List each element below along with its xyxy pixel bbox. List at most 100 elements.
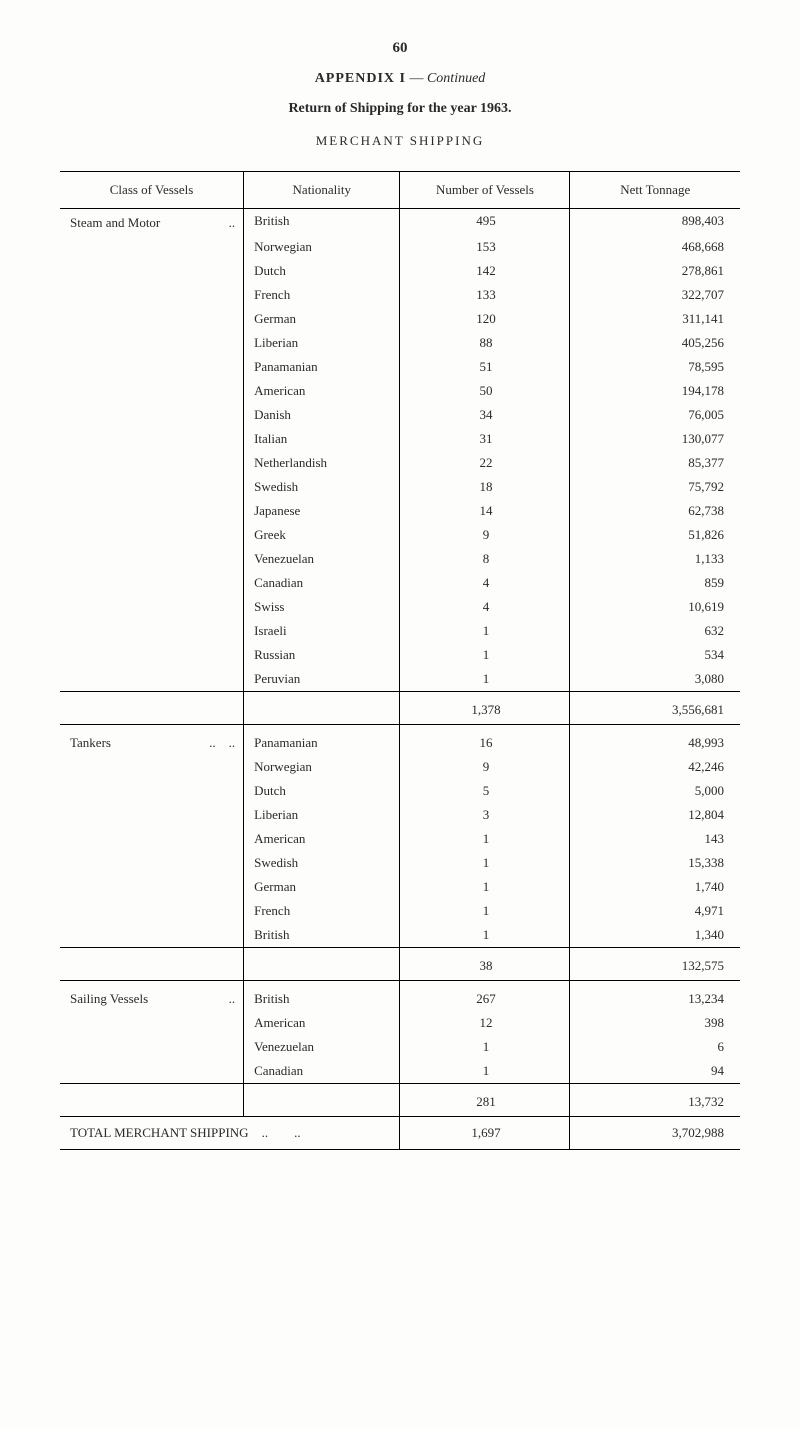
number-cell: 4 [400, 571, 570, 595]
nationality-cell: Panamanian [244, 725, 400, 756]
number-cell: 18 [400, 475, 570, 499]
subtotal-tonnage: 13,732 [570, 1084, 740, 1117]
tonnage-cell: 13,234 [570, 981, 740, 1012]
number-cell: 1 [400, 667, 570, 692]
appendix-bold: APPENDIX I [315, 71, 406, 86]
tonnage-cell: 278,861 [570, 259, 740, 283]
shipping-table: Class of Vessels Nationality Number of V… [60, 171, 740, 1150]
subtotal-row: 1,3783,556,681 [60, 692, 740, 725]
tonnage-cell: 632 [570, 619, 740, 643]
table-row: American12398 [60, 1011, 740, 1035]
nationality-cell: Dutch [244, 259, 400, 283]
class-cell [60, 643, 244, 667]
tonnage-cell: 62,738 [570, 499, 740, 523]
number-cell: 267 [400, 981, 570, 1012]
subtotal-row: 38132,575 [60, 948, 740, 981]
number-cell: 22 [400, 451, 570, 475]
nationality-cell: German [244, 875, 400, 899]
dots: .. [229, 991, 236, 1007]
appendix-line: APPENDIX I — Continued [60, 71, 740, 87]
total-tonnage: 3,702,988 [570, 1117, 740, 1150]
subtotal-row: 28113,732 [60, 1084, 740, 1117]
table-row: Swedish1875,792 [60, 475, 740, 499]
table-row: Panamanian5178,595 [60, 355, 740, 379]
nationality-cell: American [244, 1011, 400, 1035]
number-cell: 120 [400, 307, 570, 331]
class-cell [60, 1035, 244, 1059]
number-cell: 1 [400, 1059, 570, 1084]
number-cell: 16 [400, 725, 570, 756]
class-cell [60, 667, 244, 692]
total-row: TOTAL MERCHANT SHIPPING .. ..1,6973,702,… [60, 1117, 740, 1150]
tonnage-cell: 76,005 [570, 403, 740, 427]
table-row: Japanese1462,738 [60, 499, 740, 523]
nationality-cell: Israeli [244, 619, 400, 643]
nationality-cell: Panamanian [244, 355, 400, 379]
table-row: French133322,707 [60, 283, 740, 307]
class-cell [60, 547, 244, 571]
number-cell: 1 [400, 851, 570, 875]
nationality-cell: Swedish [244, 851, 400, 875]
table-row: Canadian4859 [60, 571, 740, 595]
tonnage-cell: 1,340 [570, 923, 740, 948]
tonnage-cell: 75,792 [570, 475, 740, 499]
class-cell [60, 427, 244, 451]
header-nationality: Nationality [244, 172, 400, 209]
class-cell [60, 595, 244, 619]
class-cell [60, 355, 244, 379]
table-row: Greek951,826 [60, 523, 740, 547]
class-cell: Steam and Motor.. [60, 209, 244, 236]
number-cell: 1 [400, 619, 570, 643]
table-row: Russian1534 [60, 643, 740, 667]
nationality-cell: Netherlandish [244, 451, 400, 475]
class-cell [60, 331, 244, 355]
class-label: Sailing Vessels [70, 991, 148, 1006]
number-cell: 1 [400, 899, 570, 923]
subtotal-tonnage: 132,575 [570, 948, 740, 981]
class-cell [60, 899, 244, 923]
class-cell [60, 475, 244, 499]
nationality-cell: Japanese [244, 499, 400, 523]
table-row: Canadian194 [60, 1059, 740, 1084]
tonnage-cell: 15,338 [570, 851, 740, 875]
class-cell [60, 451, 244, 475]
class-cell: Tankers.. .. [60, 725, 244, 756]
class-cell [60, 403, 244, 427]
number-cell: 1 [400, 923, 570, 948]
class-cell [60, 379, 244, 403]
appendix-dash: — [406, 71, 427, 86]
number-cell: 1 [400, 875, 570, 899]
return-line: Return of Shipping for the year 1963. [60, 101, 740, 117]
class-cell [60, 827, 244, 851]
number-cell: 4 [400, 595, 570, 619]
nationality-cell: German [244, 307, 400, 331]
table-row: Steam and Motor..British495898,403 [60, 209, 740, 236]
tonnage-cell: 85,377 [570, 451, 740, 475]
number-cell: 8 [400, 547, 570, 571]
subtotal-tonnage: 3,556,681 [570, 692, 740, 725]
tonnage-cell: 12,804 [570, 803, 740, 827]
table-row: Dutch142278,861 [60, 259, 740, 283]
empty-cell [60, 692, 244, 725]
number-cell: 3 [400, 803, 570, 827]
tonnage-cell: 1,133 [570, 547, 740, 571]
nationality-cell: American [244, 827, 400, 851]
class-cell [60, 571, 244, 595]
class-cell [60, 779, 244, 803]
class-cell [60, 1011, 244, 1035]
nationality-cell: Russian [244, 643, 400, 667]
table-row: Danish3476,005 [60, 403, 740, 427]
empty-cell [244, 692, 400, 725]
number-cell: 495 [400, 209, 570, 236]
nationality-cell: French [244, 283, 400, 307]
table-row: Swiss410,619 [60, 595, 740, 619]
tonnage-cell: 94 [570, 1059, 740, 1084]
nationality-cell: Danish [244, 403, 400, 427]
table-row: Sailing Vessels..British26713,234 [60, 981, 740, 1012]
table-row: Norwegian942,246 [60, 755, 740, 779]
appendix-italic: Continued [427, 71, 485, 86]
nationality-cell: Venezuelan [244, 547, 400, 571]
nationality-cell: Swiss [244, 595, 400, 619]
table-row: Swedish115,338 [60, 851, 740, 875]
page-number: 60 [60, 40, 740, 57]
